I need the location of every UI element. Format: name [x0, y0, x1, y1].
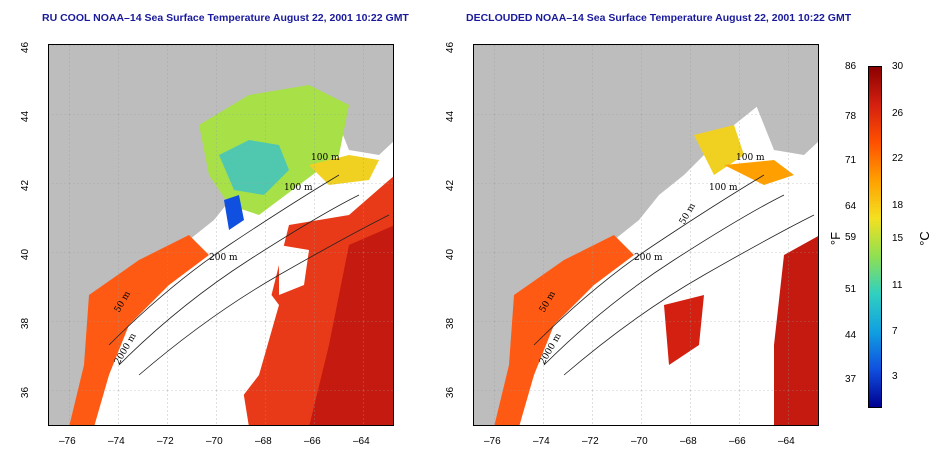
celsius-tick: 22 [892, 153, 904, 164]
celsius-tick: 7 [892, 326, 898, 337]
lon-tick-left: –64 [353, 436, 370, 447]
fahrenheit-tick: 78 [845, 111, 857, 122]
right-map-graphic: 100 m 100 m 50 m 200 m 50 m 2000 m [474, 45, 818, 425]
fahrenheit-unit-label: °F [828, 231, 844, 246]
celsius-tick: 30 [892, 61, 904, 72]
fahrenheit-tick: 64 [845, 201, 857, 212]
lon-tick-left: –66 [304, 436, 321, 447]
contour-label-200: 200 m [634, 253, 663, 263]
celsius-tick: 26 [892, 108, 904, 119]
contour-label-100a: 100 m [736, 153, 765, 163]
lon-tick-left: –70 [206, 436, 223, 447]
left-panel-title: RU COOL NOAA–14 Sea Surface Temperature … [42, 12, 409, 24]
lat-tick-left: 40 [20, 248, 32, 261]
lat-tick-left: 38 [20, 317, 32, 330]
lon-tick-right: –74 [533, 436, 550, 447]
lon-tick-right: –72 [582, 436, 599, 447]
celsius-tick: 15 [892, 233, 904, 244]
lon-tick-left: –72 [157, 436, 174, 447]
celsius-tick: 18 [892, 200, 904, 211]
lat-tick-left: 44 [20, 110, 32, 123]
right-panel-title: DECLOUDED NOAA–14 Sea Surface Temperatur… [466, 12, 852, 24]
lat-tick-right: 46 [445, 41, 457, 54]
fahrenheit-tick: 44 [845, 330, 857, 341]
lon-tick-right: –64 [778, 436, 795, 447]
lat-tick-right: 44 [445, 110, 457, 123]
lat-tick-left: 36 [20, 386, 32, 399]
contour-label-100b: 100 m [284, 183, 313, 193]
fahrenheit-tick: 37 [845, 374, 857, 385]
lon-tick-right: –70 [631, 436, 648, 447]
lat-tick-right: 38 [445, 317, 457, 330]
celsius-unit-label: °C [916, 231, 932, 246]
lon-tick-left: –68 [255, 436, 272, 447]
lon-tick-right: –76 [484, 436, 501, 447]
lon-tick-right: –68 [680, 436, 697, 447]
lat-tick-right: 42 [445, 179, 457, 192]
contour-label-100a: 100 m [311, 153, 340, 163]
contour-label-200: 200 m [209, 253, 238, 263]
left-sst-map: 100 m 100 m 200 m 50 m 2000 m [48, 44, 394, 426]
lat-tick-right: 36 [445, 386, 457, 399]
celsius-tick: 11 [892, 280, 903, 291]
lat-tick-left: 42 [20, 179, 32, 192]
fahrenheit-tick: 71 [845, 155, 857, 166]
lon-tick-right: –66 [729, 436, 746, 447]
contour-lines [533, 174, 815, 376]
lon-tick-left: –74 [108, 436, 125, 447]
fahrenheit-tick: 86 [845, 61, 857, 72]
contour-lines [108, 174, 390, 376]
lat-tick-right: 40 [445, 248, 457, 261]
fahrenheit-tick: 59 [845, 232, 857, 243]
lat-tick-left: 46 [20, 41, 32, 54]
contour-label-100b: 100 m [709, 183, 738, 193]
fahrenheit-tick: 51 [845, 284, 857, 295]
celsius-tick: 3 [892, 371, 898, 382]
left-map-graphic: 100 m 100 m 200 m 50 m 2000 m [49, 45, 393, 425]
right-sst-map: 100 m 100 m 50 m 200 m 50 m 2000 m [473, 44, 819, 426]
temperature-colorbar [868, 66, 882, 408]
lon-tick-left: –76 [59, 436, 76, 447]
